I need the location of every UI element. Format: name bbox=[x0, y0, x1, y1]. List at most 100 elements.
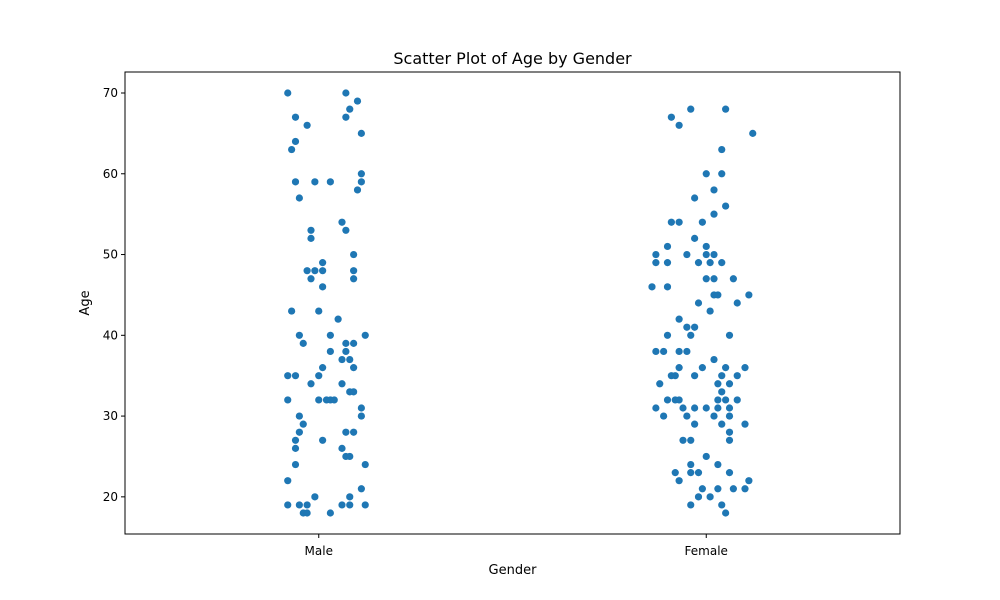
data-point-male bbox=[350, 250, 358, 259]
data-point-female bbox=[722, 105, 730, 113]
data-point-male bbox=[284, 477, 292, 485]
data-point-male bbox=[361, 460, 369, 469]
x-axis: Male Female bbox=[305, 534, 728, 558]
y-tick-label: 20 bbox=[103, 490, 118, 504]
data-point-female bbox=[718, 372, 726, 380]
data-point-female bbox=[733, 396, 741, 404]
data-point-male bbox=[295, 428, 303, 436]
data-point-male bbox=[319, 364, 327, 372]
data-point-male bbox=[303, 121, 311, 129]
data-point-female bbox=[725, 469, 734, 477]
data-point-male bbox=[295, 501, 303, 509]
y-axis: 20 30 40 50 60 70 bbox=[103, 86, 125, 504]
data-point-female bbox=[745, 477, 753, 485]
data-point-female bbox=[710, 250, 718, 259]
data-point-female bbox=[741, 364, 749, 372]
data-point-female bbox=[725, 428, 734, 436]
data-point-male bbox=[346, 355, 354, 364]
data-point-female bbox=[702, 452, 710, 461]
data-point-female bbox=[663, 283, 672, 291]
data-point-female bbox=[718, 420, 726, 428]
data-point-female bbox=[652, 259, 660, 267]
data-point-female bbox=[691, 420, 699, 428]
data-point-female bbox=[702, 404, 710, 412]
data-point-female bbox=[687, 460, 695, 469]
data-point-male bbox=[357, 404, 365, 412]
data-point-male bbox=[346, 501, 354, 509]
data-point-female bbox=[710, 355, 718, 364]
y-tick-label: 50 bbox=[103, 248, 118, 262]
data-point-female bbox=[675, 218, 683, 226]
data-point-female bbox=[675, 347, 683, 356]
data-point-female bbox=[718, 170, 726, 178]
data-point-male bbox=[342, 339, 350, 347]
data-point-male bbox=[338, 380, 346, 388]
data-point-female bbox=[729, 485, 737, 493]
data-point-female bbox=[694, 259, 703, 267]
data-point-female bbox=[722, 202, 730, 210]
data-point-female bbox=[729, 275, 737, 283]
data-point-female bbox=[733, 372, 741, 380]
data-point-male bbox=[307, 380, 315, 388]
data-point-female bbox=[660, 412, 668, 420]
data-point-female bbox=[691, 234, 699, 242]
data-point-male bbox=[338, 501, 346, 509]
data-point-male bbox=[346, 452, 354, 461]
x-tick-label-female: Female bbox=[685, 544, 728, 558]
data-point-male bbox=[295, 194, 303, 202]
data-point-female bbox=[667, 113, 675, 121]
data-point-female bbox=[683, 323, 691, 331]
data-point-male bbox=[350, 364, 358, 372]
data-point-female bbox=[656, 380, 664, 388]
data-point-male bbox=[295, 331, 303, 339]
data-point-female bbox=[660, 347, 668, 356]
data-point-female bbox=[725, 331, 734, 339]
data-point-male bbox=[284, 372, 292, 380]
y-tick-label: 40 bbox=[103, 328, 118, 342]
data-point-male bbox=[311, 267, 319, 275]
data-point-male bbox=[326, 178, 334, 186]
data-point-female bbox=[702, 170, 710, 178]
x-tick-label-male: Male bbox=[305, 544, 333, 558]
data-point-female bbox=[683, 347, 691, 356]
data-point-male bbox=[284, 89, 292, 97]
data-point-male bbox=[288, 145, 296, 154]
data-point-male bbox=[361, 331, 369, 339]
data-point-female bbox=[679, 436, 687, 444]
data-point-male bbox=[307, 275, 315, 283]
data-point-female bbox=[714, 291, 722, 299]
data-point-female bbox=[675, 121, 683, 129]
data-point-male bbox=[303, 501, 311, 509]
y-tick-label: 70 bbox=[103, 86, 118, 100]
data-point-female bbox=[718, 145, 726, 154]
data-point-male bbox=[357, 178, 365, 186]
data-point-male bbox=[350, 388, 358, 396]
data-point-male bbox=[338, 218, 346, 226]
data-point-male bbox=[299, 339, 307, 347]
data-point-male bbox=[342, 428, 350, 436]
data-point-female bbox=[687, 436, 695, 444]
data-point-female bbox=[749, 129, 757, 137]
data-point-female bbox=[694, 299, 703, 307]
data-point-male bbox=[291, 460, 300, 469]
data-point-female bbox=[714, 485, 722, 493]
data-point-female bbox=[714, 460, 722, 469]
data-point-female bbox=[718, 501, 726, 509]
data-point-male bbox=[315, 396, 323, 404]
data-point-male bbox=[346, 105, 354, 113]
data-point-male bbox=[319, 267, 327, 275]
data-point-female bbox=[675, 477, 683, 485]
data-point-male bbox=[326, 347, 334, 356]
data-point-male bbox=[295, 412, 303, 420]
data-point-male bbox=[291, 444, 300, 452]
data-point-male bbox=[342, 113, 350, 121]
data-point-female bbox=[722, 396, 730, 404]
data-point-female bbox=[679, 404, 687, 412]
y-tick-label: 30 bbox=[103, 409, 118, 423]
data-point-male bbox=[353, 97, 362, 105]
x-axis-label: Gender bbox=[489, 563, 538, 578]
data-point-male bbox=[284, 501, 292, 509]
data-point-male bbox=[338, 444, 346, 452]
data-point-female bbox=[694, 493, 703, 501]
